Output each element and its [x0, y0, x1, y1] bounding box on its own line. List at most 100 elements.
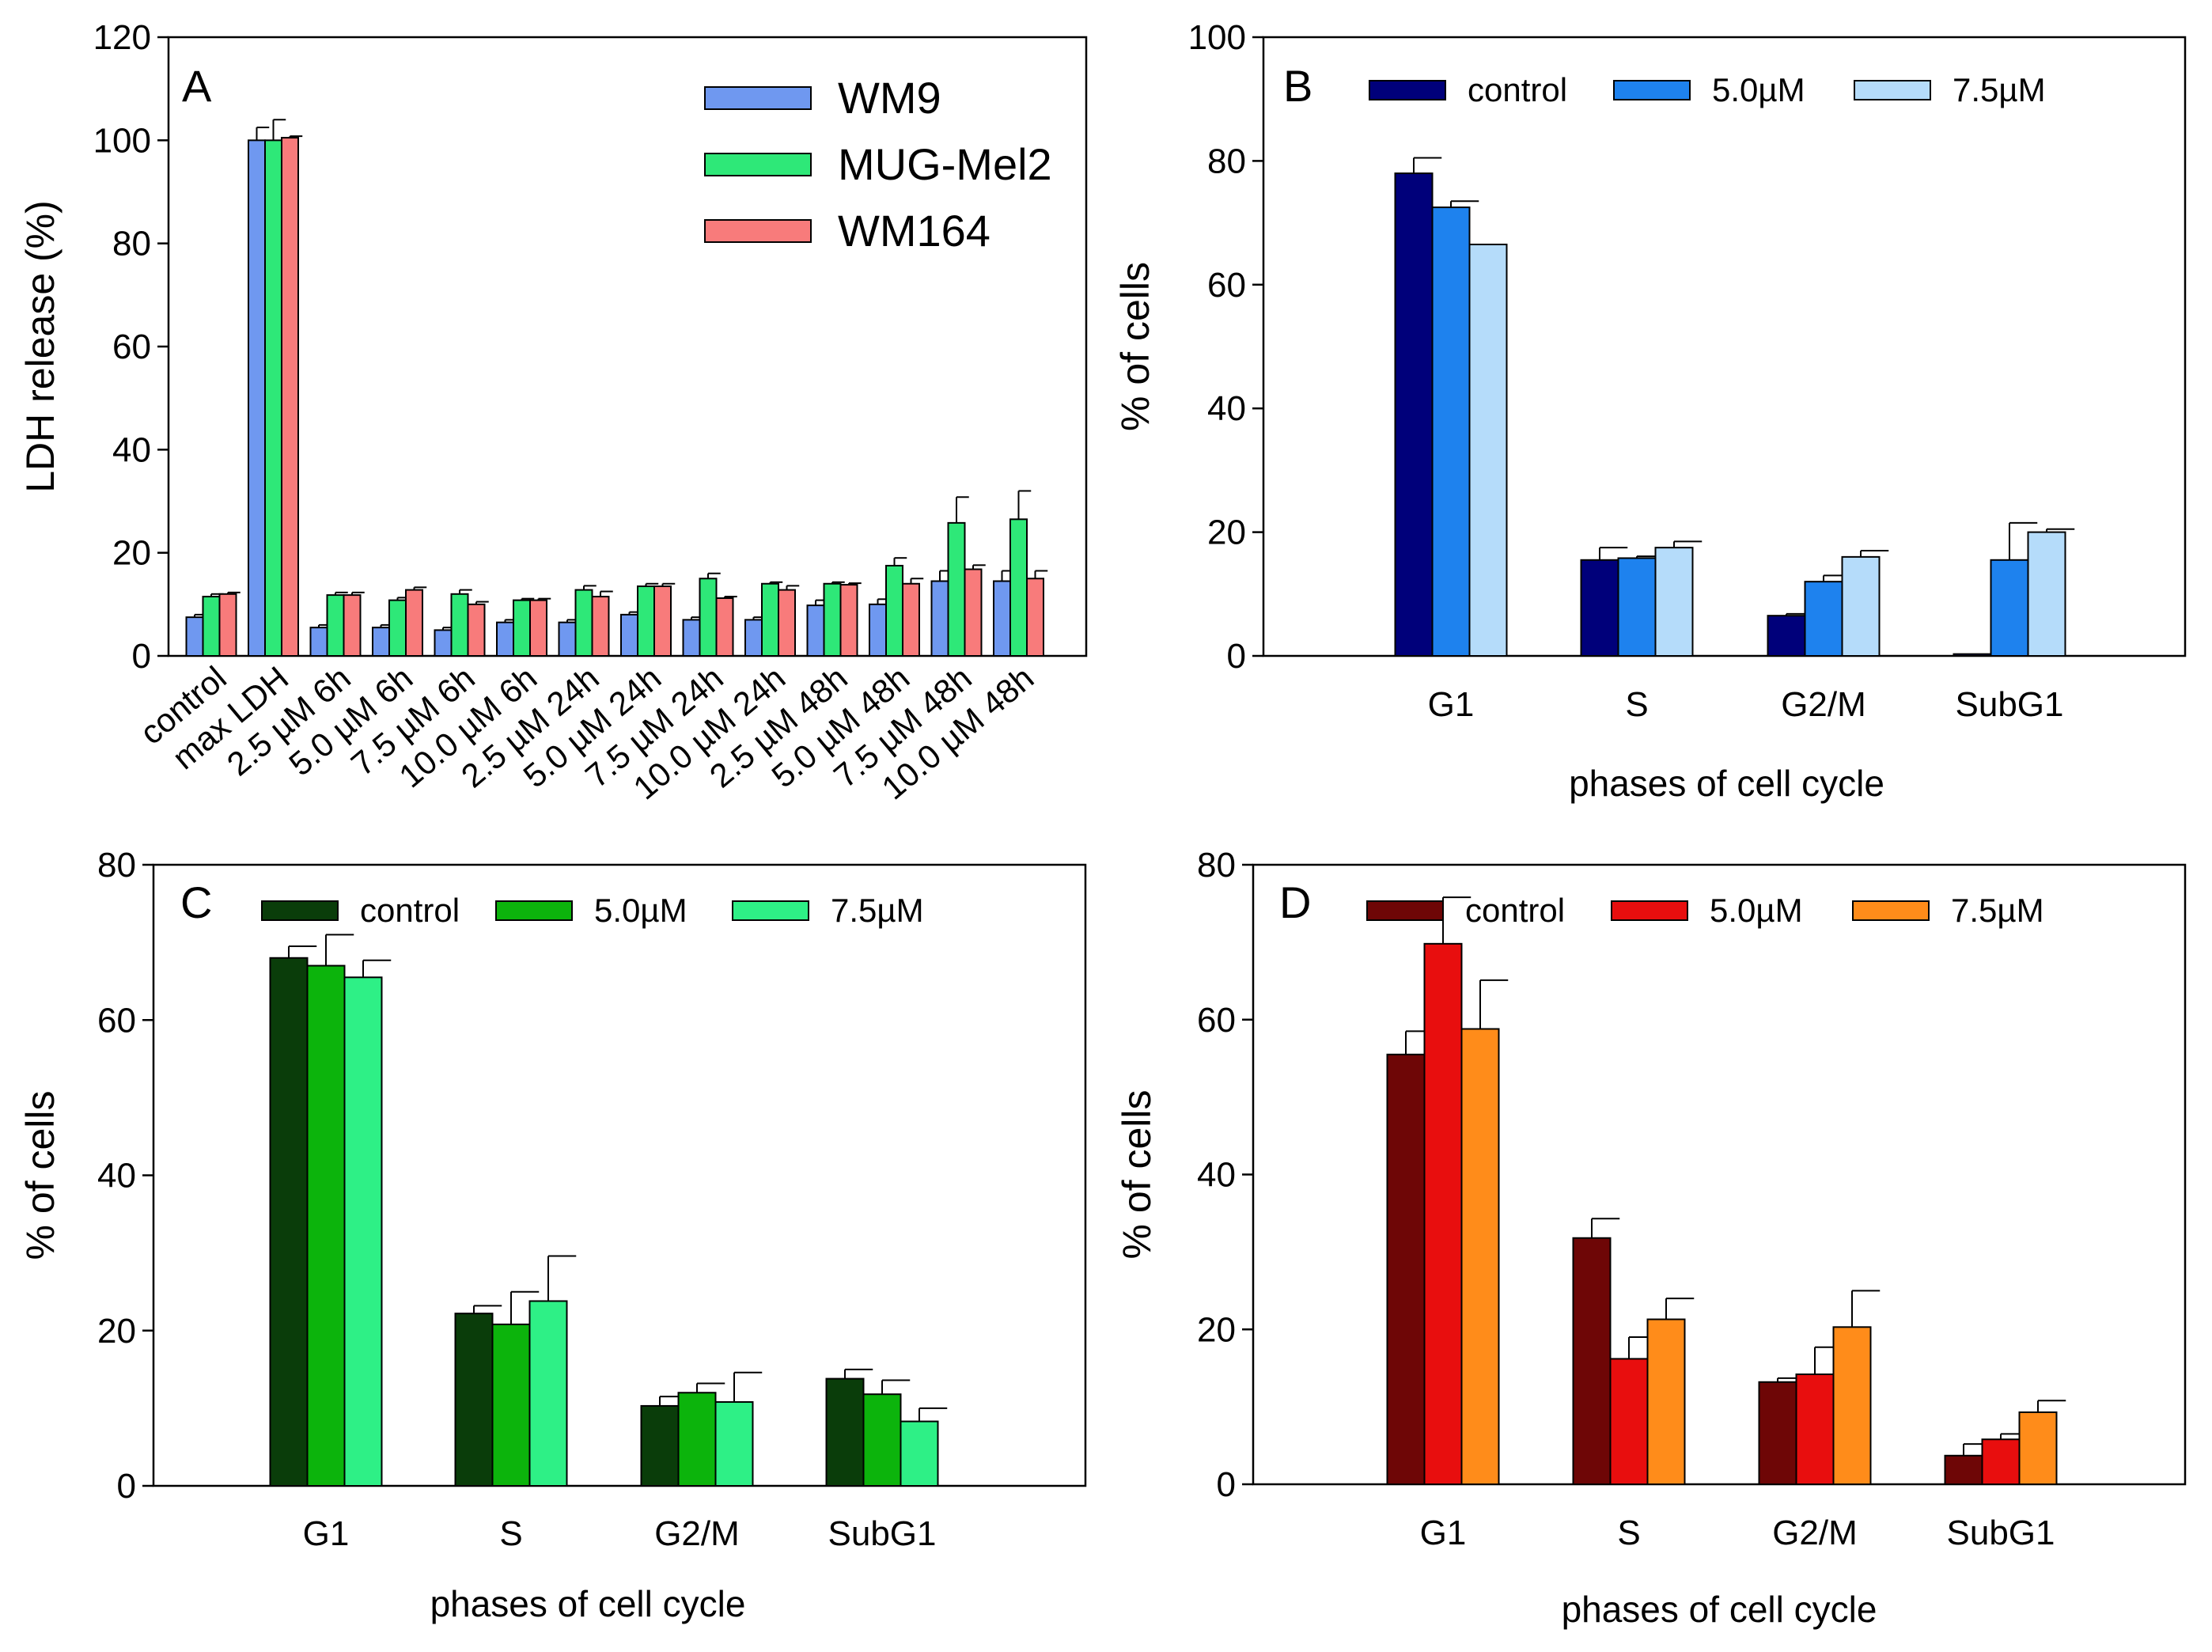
y-tick-label: 100	[1188, 18, 1246, 57]
y-tick-label: 20	[1207, 513, 1246, 552]
x-tick-label: G1	[1420, 1514, 1467, 1552]
bar-7-5-m-4	[2027, 531, 2066, 657]
y-axis-label: % of cells	[1115, 1090, 1159, 1260]
bar-7-5-m-2	[1654, 547, 1694, 657]
bar-mug-mel2-13	[947, 521, 966, 657]
legend-swatch	[1369, 80, 1446, 100]
bar-mug-mel2-6	[513, 599, 531, 657]
bar-control-1	[1386, 1053, 1426, 1485]
bar-wm9-14	[993, 580, 1011, 657]
bar-5-0-m-3	[1804, 581, 1843, 657]
x-tick-label: G1	[1428, 685, 1475, 724]
bar-wm9-7	[558, 621, 577, 657]
bar-wm164-1	[218, 593, 237, 657]
bar-mug-mel2-7	[574, 589, 593, 657]
y-tick-label: 40	[1207, 389, 1246, 428]
bar-7-5-m-1	[343, 976, 383, 1487]
y-tick-label: 0	[1227, 637, 1246, 676]
bar-control-4	[825, 1377, 865, 1487]
y-tick-label: 40	[1197, 1156, 1236, 1195]
y-tick-label: 20	[97, 1312, 136, 1351]
bar-wm164-9	[715, 597, 734, 657]
bar-5-0-m-3	[677, 1392, 717, 1487]
bar-7-5-m-3	[1841, 555, 1881, 657]
y-tick-label: 120	[93, 18, 151, 57]
bar-wm164-8	[653, 585, 672, 657]
bar-wm9-13	[930, 580, 949, 657]
bar-wm164-14	[1026, 578, 1044, 657]
legend-label: control	[1465, 892, 1565, 929]
bar-mug-mel2-12	[885, 564, 903, 657]
bar-mug-mel2-2	[264, 139, 282, 657]
legend-label: control	[360, 892, 460, 929]
y-tick-label: 100	[93, 121, 151, 160]
x-tick-label: S	[499, 1514, 522, 1553]
legend-label: WM164	[838, 206, 990, 256]
bar-control-4	[1944, 1454, 1983, 1486]
x-tick-label: G1	[303, 1514, 350, 1553]
bar-mug-mel2-4	[388, 599, 407, 657]
legend-swatch	[1613, 80, 1691, 100]
legend-label: 7.5µM	[1951, 892, 2044, 929]
bar-7-5-m-1	[1460, 1028, 1500, 1485]
legend-label: WM9	[838, 73, 941, 123]
legend: control 5.0µM 7.5µM	[1366, 892, 2044, 929]
bar-wm9-8	[620, 613, 638, 657]
panel-letter: D	[1279, 877, 1311, 927]
x-axis-label: phases of cell cycle	[1569, 763, 1884, 804]
legend-swatch	[1854, 80, 1931, 100]
legend-swatch	[495, 900, 573, 921]
bar-7-5-m-1	[1468, 243, 1508, 657]
bar-mug-mel2-5	[450, 593, 469, 657]
legend-swatch	[261, 900, 339, 921]
y-tick-label: 80	[112, 225, 151, 263]
bar-7-5-m-4	[2018, 1411, 2058, 1485]
x-tick-label: SubG1	[1947, 1514, 2055, 1552]
legend-label: 5.0µM	[1710, 892, 1803, 929]
bar-wm164-2	[281, 137, 299, 657]
legend: control 5.0µM 7.5µM	[261, 892, 924, 929]
legend-swatch	[732, 900, 809, 921]
bar-5-0-m-2	[491, 1323, 531, 1487]
y-axis-label: LDH release (%)	[18, 200, 62, 493]
y-tick-label: 80	[1207, 142, 1246, 180]
bar-wm9-10	[744, 619, 763, 657]
bar-wm164-5	[467, 603, 486, 657]
bar-wm9-6	[496, 621, 514, 657]
legend-label: control	[1468, 71, 1567, 108]
bar-5-0-m-1	[1431, 206, 1471, 657]
x-tick-label: S	[1625, 685, 1648, 724]
y-tick-label: 80	[1197, 846, 1236, 885]
y-axis-label: % of cells	[18, 1091, 62, 1260]
panel-letter: C	[180, 877, 212, 927]
bar-wm9-5	[434, 629, 453, 657]
bar-mug-mel2-1	[202, 596, 221, 657]
legend: control 5.0µM 7.5µM	[1369, 71, 2046, 108]
bar-7-5-m-4	[900, 1420, 939, 1487]
bar-7-5-m-3	[1832, 1326, 1872, 1485]
y-tick-label: 0	[117, 1467, 136, 1506]
bar-wm164-13	[964, 568, 983, 657]
bar-5-0-m-4	[862, 1393, 902, 1487]
bar-5-0-m-4	[1990, 559, 2029, 657]
legend-swatch	[704, 153, 812, 176]
y-tick-label: 40	[97, 1157, 136, 1195]
bar-7-5-m-2	[1646, 1318, 1686, 1485]
bar-wm9-1	[185, 616, 204, 657]
y-tick-label: 60	[97, 1001, 136, 1040]
bar-5-0-m-2	[1609, 1358, 1649, 1485]
bar-wm164-4	[405, 589, 423, 657]
bar-control-2	[454, 1313, 494, 1487]
legend-swatch	[1366, 900, 1444, 921]
bar-5-0-m-1	[306, 964, 346, 1487]
bar-mug-mel2-8	[637, 585, 655, 657]
bar-wm9-9	[682, 619, 701, 657]
y-tick-label: 0	[132, 637, 151, 676]
y-tick-label: 60	[112, 328, 151, 366]
legend-label: 5.0µM	[594, 892, 687, 929]
chart-panel-d: 0 20 40 60 80 % of cells D G1 S G2/M SubG1 phases o…	[1115, 846, 2187, 1630]
x-axis-label: phases of cell cycle	[1562, 1589, 1877, 1630]
bar-wm164-12	[902, 582, 920, 657]
legend-swatch	[704, 86, 812, 110]
